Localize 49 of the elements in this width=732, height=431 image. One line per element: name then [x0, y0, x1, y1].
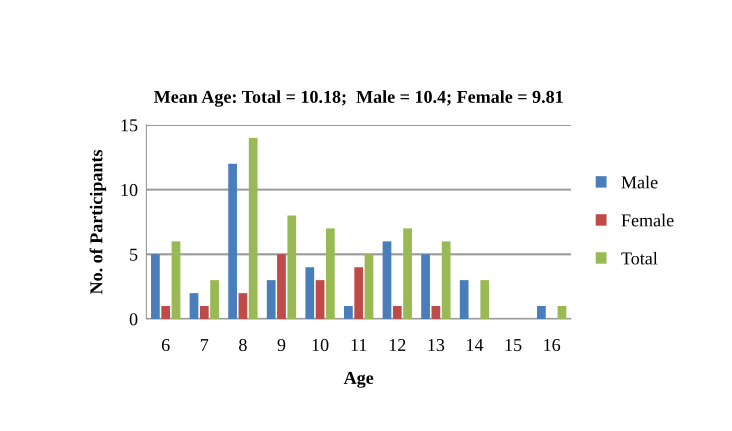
bar: [151, 254, 160, 319]
y-tick-label: 5: [130, 248, 138, 261]
x-tick-label: 15: [506, 338, 522, 352]
bar: [238, 293, 248, 319]
y-tick-label: 10: [122, 184, 138, 196]
bar: [228, 164, 237, 319]
x-tick-label: 11: [352, 338, 366, 351]
legend-label: Male: [622, 176, 658, 188]
bar: [382, 241, 392, 319]
bar: [403, 228, 412, 319]
legend-label: Female: [622, 214, 674, 226]
bar: [277, 254, 286, 319]
bar: [421, 254, 430, 319]
x-tick-label: 10: [312, 338, 328, 352]
bar: [354, 267, 364, 319]
bar: [442, 241, 451, 319]
legend-label: Total: [621, 252, 658, 265]
bar: [200, 306, 209, 319]
bar: [326, 228, 335, 319]
y-tick-label: 15: [122, 119, 138, 132]
y-tick-label: 0: [130, 313, 138, 326]
x-tick-label: 7: [200, 339, 208, 351]
x-axis-title: Age: [344, 372, 374, 388]
x-tick-label: 16: [544, 338, 560, 352]
bar: [460, 280, 469, 319]
bar: [305, 267, 314, 319]
x-tick-label: 14: [467, 338, 484, 351]
x-tick-label: 6: [162, 338, 170, 352]
bar: [210, 280, 219, 319]
bar: [432, 306, 440, 319]
bar: [316, 280, 324, 319]
bar: [190, 293, 198, 319]
bar: [344, 306, 353, 319]
bar: [266, 280, 276, 319]
x-tick-label: 13: [428, 338, 444, 352]
bar: [480, 280, 490, 319]
x-tick-label: 9: [278, 338, 286, 352]
bar: [161, 306, 170, 319]
bar: [248, 138, 258, 319]
x-tick-label: 8: [239, 338, 247, 352]
bar: [558, 306, 566, 319]
y-axis-title: No. of Participants: [90, 150, 106, 294]
bar: [287, 216, 296, 319]
bar: [364, 254, 374, 319]
chart-title: Mean Age: Total = 10.18; Male = 10.4; Female = 9.81: [154, 90, 563, 107]
x-tick-label: 12: [390, 338, 406, 351]
bar: [536, 306, 546, 319]
bar: [392, 306, 402, 319]
bar: [172, 241, 180, 319]
